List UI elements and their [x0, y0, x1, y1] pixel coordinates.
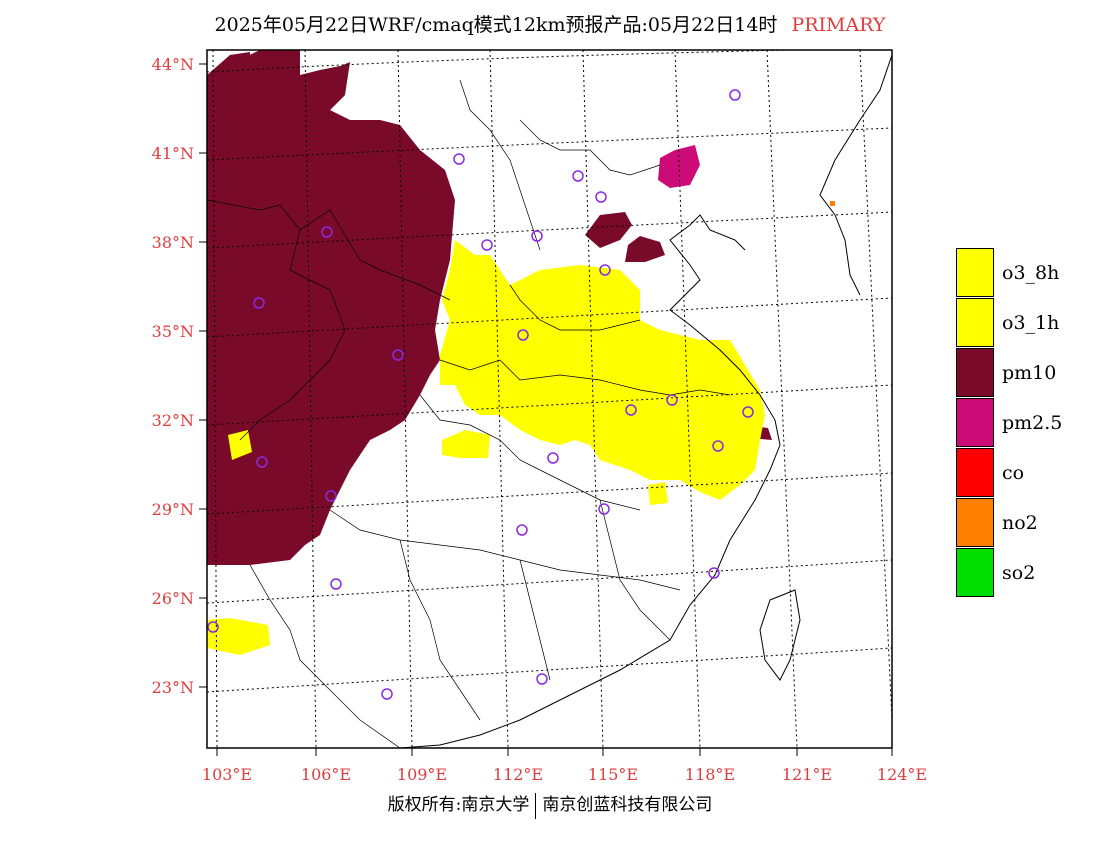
lon-label: 112°E	[492, 765, 544, 784]
map-frame	[206, 49, 893, 749]
lon-label: 106°E	[300, 765, 352, 784]
lat-label: 38°N	[151, 233, 194, 252]
legend-swatch	[956, 248, 994, 297]
title-text: 2025年05月22日WRF/cmaq模式12km预报产品:05月22日14时	[214, 14, 778, 36]
legend-item-pm10: pm10	[956, 348, 1086, 398]
legend-item-so2: so2	[956, 548, 1086, 598]
copyright-right: 南京创蓝科技有限公司	[542, 795, 713, 815]
lat-label: 41°N	[151, 144, 194, 163]
legend-label: o3_1h	[1002, 312, 1060, 334]
map-title: 2025年05月22日WRF/cmaq模式12km预报产品:05月22日14时 P…	[0, 10, 1100, 37]
legend-label: o3_8h	[1002, 262, 1060, 284]
footer-divider	[535, 792, 537, 819]
lat-label: 44°N	[151, 55, 194, 74]
station-markers	[207, 89, 754, 700]
pm10-region	[300, 62, 350, 110]
province-borders	[207, 79, 731, 748]
graticule	[207, 50, 892, 748]
copyright-footer: 版权所有:南京大学 南京创蓝科技有限公司	[0, 790, 1100, 819]
lon-label: 124°E	[876, 765, 928, 784]
legend-label: no2	[1002, 512, 1038, 534]
legend-label: pm10	[1002, 362, 1057, 384]
legend-item-o3-8h: o3_8h	[956, 248, 1086, 298]
legend-swatch	[956, 298, 994, 347]
lat-label: 29°N	[151, 500, 194, 519]
pm10-region	[207, 50, 455, 565]
no2-spot	[830, 201, 835, 206]
legend-item-no2: no2	[956, 498, 1086, 548]
legend-item-co: co	[956, 448, 1086, 498]
o3-region	[648, 482, 668, 505]
legend-item-o3-1h: o3_1h	[956, 298, 1086, 348]
legend-swatch	[956, 448, 994, 497]
o3-region	[442, 430, 490, 458]
legend-swatch	[956, 398, 994, 447]
o3-region	[207, 618, 270, 655]
coastline	[399, 54, 892, 748]
legend-label: so2	[1002, 562, 1036, 584]
legend-item-pm25: pm2.5	[956, 398, 1086, 448]
lon-label: 121°E	[781, 765, 833, 784]
lat-label: 32°N	[151, 411, 194, 430]
copyright-left: 版权所有:南京大学	[387, 795, 530, 815]
primary-tag: PRIMARY	[791, 14, 886, 36]
legend: o3_8h o3_1h pm10 pm2.5 co no2 so2	[956, 248, 1086, 598]
lat-label: 35°N	[151, 322, 194, 341]
legend-swatch	[956, 548, 994, 597]
lon-label: 118°E	[684, 765, 736, 784]
pm10-region	[625, 236, 665, 262]
legend-swatch	[956, 498, 994, 547]
legend-swatch	[956, 348, 994, 397]
lat-label: 23°N	[151, 678, 194, 697]
pm10-region	[207, 52, 250, 110]
lon-label: 115°E	[587, 765, 639, 784]
legend-label: co	[1002, 462, 1025, 484]
lat-label: 26°N	[151, 589, 194, 608]
legend-label: pm2.5	[1002, 412, 1063, 434]
pm10-region	[585, 212, 632, 248]
lon-label: 103°E	[201, 765, 253, 784]
o3-region	[440, 240, 765, 500]
lon-label: 109°E	[396, 765, 448, 784]
axis-ticks	[199, 63, 893, 756]
o3-region	[228, 430, 252, 460]
